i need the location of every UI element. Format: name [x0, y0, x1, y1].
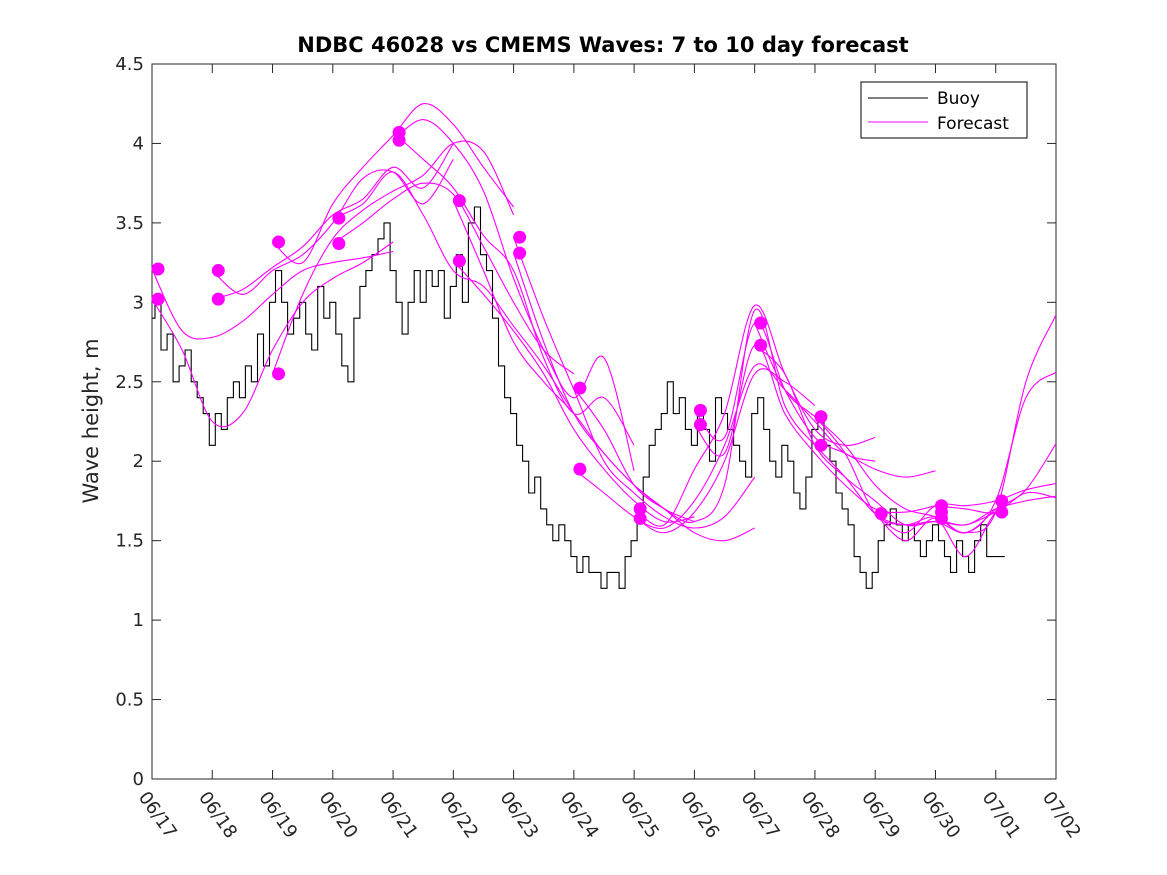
forecast-series-line	[332, 171, 575, 414]
forecast-point	[211, 292, 225, 306]
forecast-point	[995, 505, 1009, 519]
y-tick-label: 3.5	[115, 213, 144, 234]
y-tick-label: 2	[133, 451, 144, 472]
forecast-series-line	[935, 495, 1057, 526]
x-tick-label: 07/02	[1038, 788, 1085, 843]
x-tick-label: 06/30	[917, 788, 964, 843]
x-tick-label: 06/26	[676, 788, 723, 843]
y-tick-label: 0	[133, 769, 144, 790]
forecast-point	[754, 316, 768, 330]
x-tick-label: 06/24	[556, 788, 603, 843]
forecast-series-line	[633, 304, 876, 527]
x-tick-label: 06/28	[797, 788, 844, 843]
legend-forecast-label: Forecast	[937, 114, 1009, 134]
forecast-point	[814, 410, 828, 424]
forecast-series-line	[693, 344, 936, 514]
forecast-point	[513, 230, 527, 244]
forecast-series-line	[332, 182, 575, 375]
forecast-point	[573, 381, 587, 395]
x-tick-label: 06/21	[375, 788, 422, 843]
plot-area: 0 0.5 1 1.5 2 2.5 3 3.5 4 4.5 06/17 06/18 06/19 06/20…	[115, 54, 1085, 842]
y-tick-label: 2.5	[115, 372, 144, 393]
forecast-series-line	[271, 140, 515, 374]
forecast-series-line	[452, 260, 695, 523]
forecast-series-line	[272, 103, 515, 265]
forecast-point	[814, 438, 828, 452]
forecast-point	[874, 507, 888, 521]
forecast-point	[151, 292, 165, 306]
forecast-point	[693, 418, 707, 432]
forecast-series-line	[573, 368, 816, 534]
forecast-point	[452, 194, 466, 208]
forecast-point	[633, 511, 647, 525]
buoy-series-line	[152, 206, 1005, 589]
forecast-series-line	[151, 250, 394, 340]
forecast-series-line	[814, 314, 1057, 534]
x-tick-label: 07/01	[978, 788, 1025, 843]
y-tick-label: 0.5	[115, 690, 144, 711]
forecast-series-line	[513, 252, 755, 542]
forecast-series-line	[513, 237, 756, 529]
forecast-point	[272, 235, 286, 249]
plot-frame	[151, 63, 1057, 780]
forecast-point	[332, 237, 346, 251]
chart-title: NDBC 46028 vs CMEMS Waves: 7 to 10 day f…	[297, 33, 908, 57]
forecast-point	[332, 211, 346, 225]
x-tick-label: 06/29	[857, 788, 904, 843]
forecast-point	[633, 502, 647, 516]
forecast-series-line	[754, 344, 996, 527]
y-tick-label: 4.5	[115, 54, 144, 75]
forecast-series-line	[874, 443, 1057, 558]
forecast-point	[934, 511, 948, 525]
forecast-point	[272, 367, 286, 381]
forecast-series-line	[633, 363, 876, 530]
x-tick-label: 06/23	[496, 788, 543, 843]
x-tick-label: 06/22	[435, 788, 482, 843]
x-tick-label: 06/18	[194, 788, 241, 843]
forecast-point	[392, 133, 406, 147]
forecast-point	[693, 403, 707, 417]
forecast-series-line	[573, 308, 816, 524]
x-tick-label: 06/25	[616, 788, 663, 843]
forecast-series-line	[151, 241, 394, 428]
x-tick-label: 06/27	[737, 788, 784, 843]
legend: Buoy Forecast	[860, 81, 1028, 139]
legend-box	[860, 81, 1028, 139]
forecast-series-line	[212, 143, 454, 300]
y-tick-label: 4	[133, 133, 144, 154]
y-tick-label: 3	[133, 292, 144, 313]
forecast-point	[452, 254, 466, 268]
legend-buoy-label: Buoy	[937, 89, 980, 109]
x-tick-label: 06/19	[254, 788, 301, 843]
y-tick-label: 1.5	[115, 531, 144, 552]
forecast-point	[211, 264, 225, 278]
y-axis-label: Wave height, m	[79, 338, 103, 503]
forecast-point	[754, 338, 768, 352]
y-tick-label: 1	[133, 610, 144, 631]
x-tick-label: 06/20	[315, 788, 362, 843]
forecast-point	[573, 462, 587, 476]
forecast-series-line	[392, 131, 635, 446]
forecast-series-line	[452, 200, 695, 523]
x-tick-label: 06/17	[134, 788, 181, 843]
forecast-series-line	[392, 119, 635, 471]
forecast-point	[995, 494, 1009, 508]
forecast-point	[513, 246, 527, 260]
forecast-point	[151, 262, 165, 276]
